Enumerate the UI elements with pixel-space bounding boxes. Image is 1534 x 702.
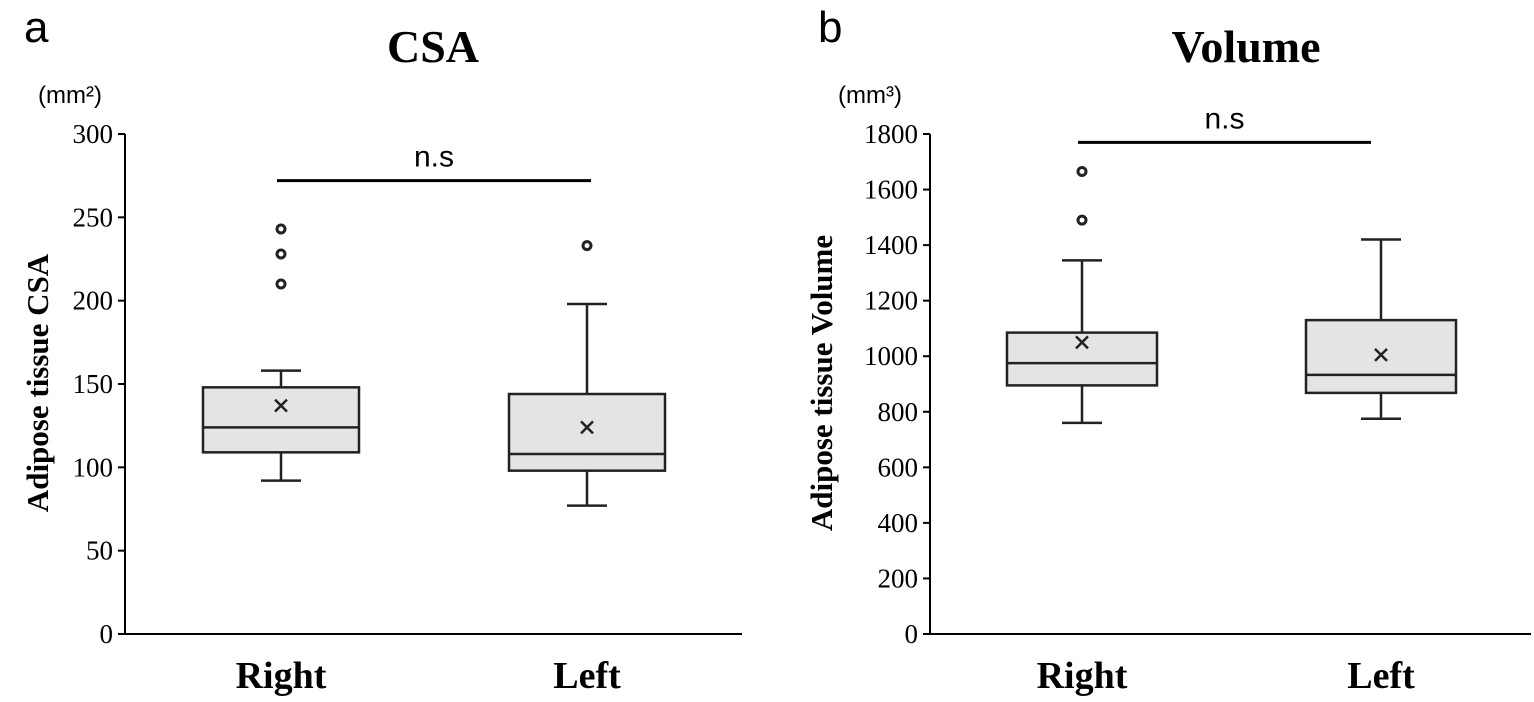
panel-b-y-axis-label: Adipose tissue Volume [804,235,839,531]
panel-a-left-mean-marker [580,420,594,435]
panel-b-y-tick-label: 200 [878,563,919,593]
panel-b-y-tick-label: 1200 [864,286,918,316]
panel-a-letter: a [24,3,49,52]
panel-a-unit-label: (mm²) [38,82,102,109]
panel-b-category-label-right: Right [1037,655,1128,697]
panel-b-y-tick-label: 1000 [864,341,918,371]
panel-b-left-mean-marker [1374,347,1388,362]
panel-a-y-tick-label: 150 [73,369,114,399]
panel-a-significance-label: n.s [414,141,454,174]
panel-a-category-label-right: Right [236,655,327,697]
panel-b-significance-label: n.s [1204,102,1244,135]
panel-b-right-outlier-point [1076,166,1088,177]
panel-a-y-tick-label: 50 [86,536,113,566]
panel-a-right-box [201,386,361,454]
panel-b-right-box [1005,331,1159,387]
panel-b-y-tick-label: 800 [878,397,919,427]
panel-a-title: CSA [387,21,479,72]
panel-b-y-tick-label: 600 [878,452,919,482]
panel-a-y-axis-label: Adipose tissue CSA [20,253,55,512]
panel-b-category-label-left: Left [1347,655,1415,697]
panel-a-y-tick-label: 300 [73,119,114,149]
panel-a-category-label-left: Left [553,655,621,697]
panel-b-letter: b [818,3,842,52]
panel-a-right-mean-marker [274,398,288,413]
panel-a-y-tick-label: 0 [100,619,114,649]
panel-a-y-tick-label: 250 [73,202,114,232]
panel-a-left-outlier-point [581,240,593,252]
panel-b-y-tick-label: 0 [905,619,919,649]
panel-b-y-tick-label: 1800 [864,119,918,149]
panel-b-right-outlier-point [1076,214,1088,226]
panel-b-right-mean-marker [1075,335,1089,350]
panel-a-right-outlier-point [275,278,287,290]
panel-b-y-tick-label: 1600 [864,175,918,205]
panel-b-unit-label: (mm³) [838,82,902,109]
panel-b-y-tick-label: 1400 [864,230,918,260]
panel-a-right-outlier-point [275,223,287,235]
panel-b-y-tick-label: 400 [878,508,919,538]
panel-a-right-outlier-point [275,248,287,260]
panel-a-y-tick-label: 100 [73,452,114,482]
panel-a-y-tick-label: 200 [73,286,114,316]
panel-b-title: Volume [1171,21,1320,72]
panel-a-left-box [507,392,667,472]
